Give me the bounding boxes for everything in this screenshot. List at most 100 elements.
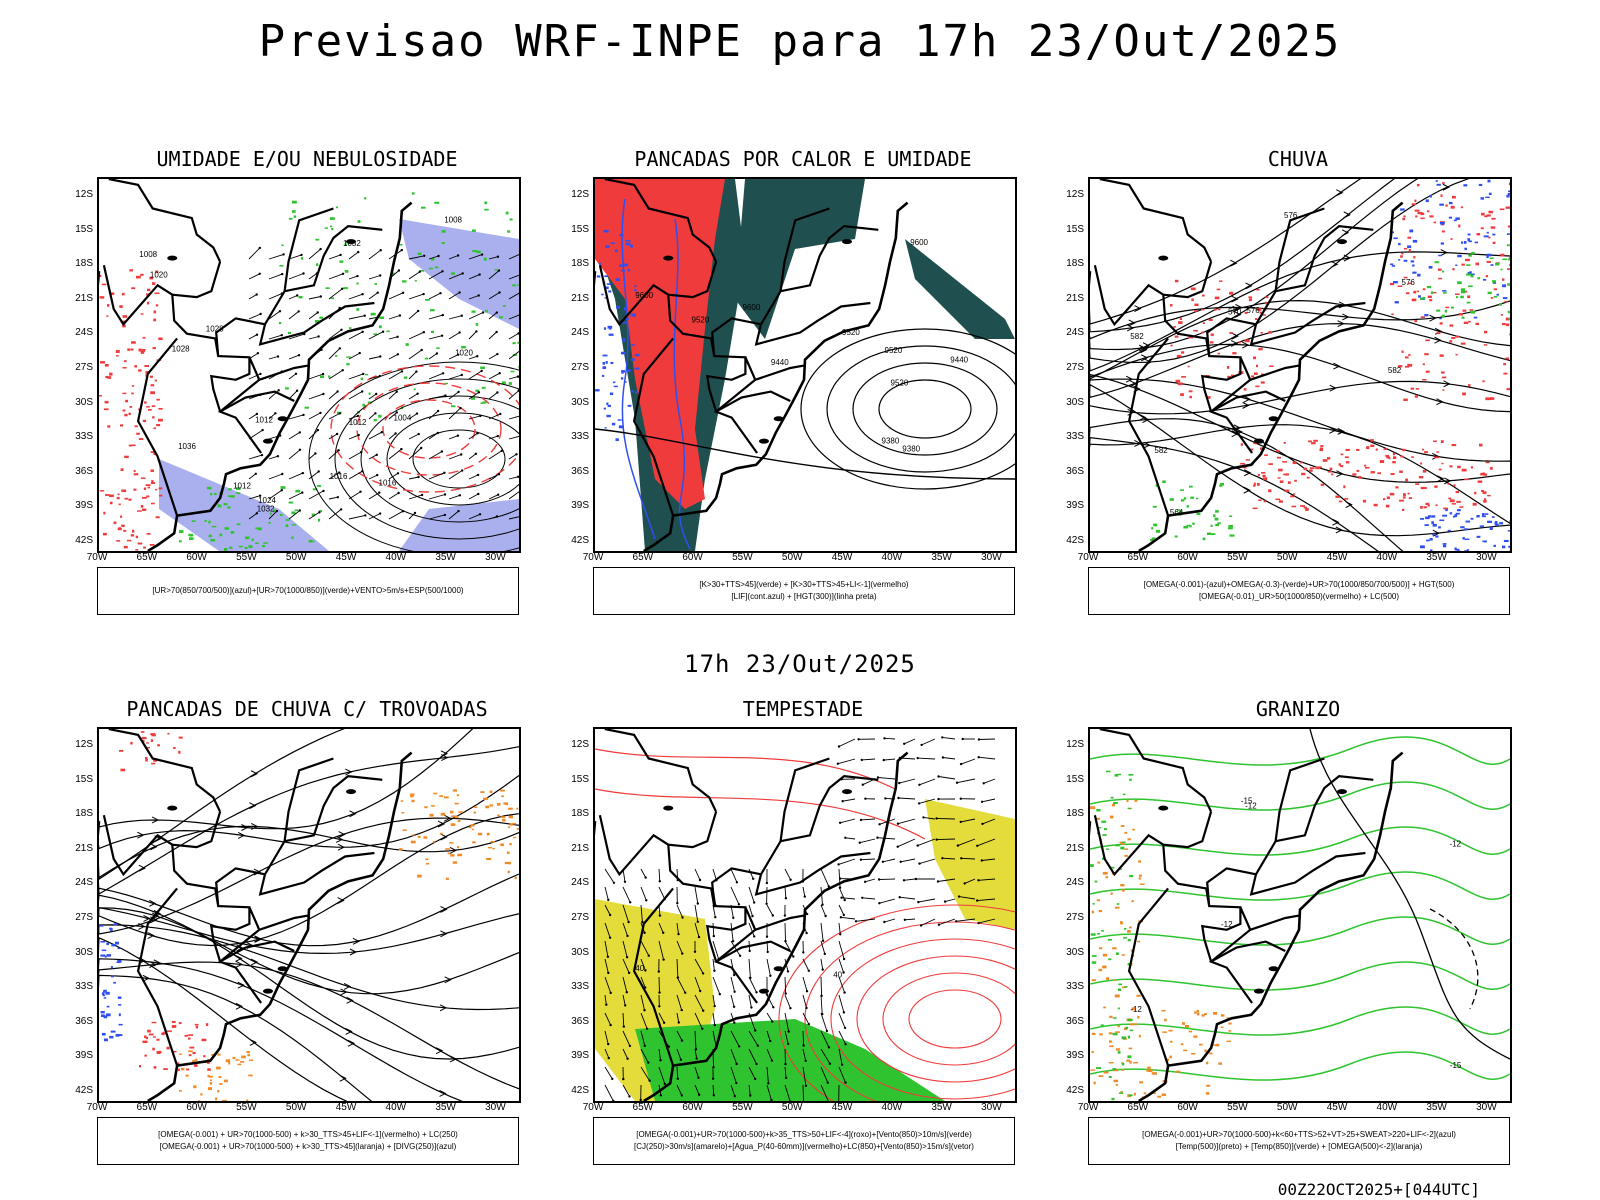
panel-title: CHUVA bbox=[1267, 147, 1329, 171]
shaded-cell bbox=[308, 539, 313, 543]
shaded-cell bbox=[156, 1051, 161, 1054]
wind-vector-head bbox=[622, 1025, 625, 1028]
shaded-cell bbox=[118, 503, 121, 506]
wind-vector bbox=[448, 374, 462, 380]
shaded-cell bbox=[1455, 296, 1459, 299]
shaded-cell bbox=[1375, 448, 1378, 451]
wind-vector bbox=[712, 1012, 716, 1026]
shaded-cell bbox=[1390, 473, 1395, 476]
streamline-arrow bbox=[1244, 469, 1252, 477]
wind-vector-head bbox=[441, 313, 444, 317]
wind-vector-head bbox=[497, 473, 501, 476]
shaded-cell bbox=[184, 1034, 189, 1037]
contour-label: 9520 bbox=[692, 316, 710, 325]
wind-vector bbox=[288, 390, 298, 400]
shaded-cell bbox=[1097, 861, 1101, 864]
isobar-contour bbox=[800, 328, 1015, 490]
contour-label: 9520 bbox=[842, 328, 860, 337]
shaded-cell bbox=[318, 510, 323, 513]
wind-vector-head bbox=[883, 737, 886, 740]
shaded-cell bbox=[1507, 258, 1510, 261]
wind-vector bbox=[640, 976, 646, 988]
shaded-cell bbox=[1253, 482, 1256, 486]
shaded-cell bbox=[181, 1067, 185, 1071]
shaded-cell bbox=[1379, 460, 1385, 463]
country-border bbox=[632, 337, 675, 516]
streamline-arrow bbox=[1436, 475, 1445, 483]
wind-vector-head bbox=[805, 931, 808, 935]
shaded-cell bbox=[179, 530, 184, 533]
shaded-cell bbox=[251, 538, 254, 542]
shaded-cell bbox=[148, 409, 152, 411]
shaded-cell bbox=[219, 533, 223, 537]
country-border bbox=[1274, 757, 1325, 842]
shaded-cell bbox=[1124, 928, 1127, 930]
wind-vector-head bbox=[896, 822, 900, 825]
shaded-cell bbox=[147, 747, 151, 749]
wind-vector-head bbox=[916, 756, 919, 760]
wind-vector bbox=[820, 940, 826, 955]
wind-vector-head bbox=[697, 1076, 700, 1079]
shaded-cell bbox=[1127, 963, 1130, 966]
wind-vector bbox=[676, 904, 683, 918]
shaded-cell bbox=[457, 853, 463, 857]
contour-label: 9600 bbox=[910, 238, 928, 247]
shower-zone-red bbox=[595, 179, 725, 509]
shaded-cell bbox=[145, 484, 151, 487]
shaded-cell bbox=[509, 218, 513, 221]
wind-vector-head bbox=[644, 969, 647, 972]
shaded-cell bbox=[156, 424, 161, 427]
shaded-cell bbox=[1213, 1011, 1218, 1015]
streamline-arrow bbox=[147, 932, 155, 939]
shaded-cell bbox=[595, 389, 600, 392]
shaded-cell bbox=[1258, 347, 1263, 351]
wind-vector bbox=[694, 1066, 699, 1078]
shaded-cell bbox=[456, 794, 459, 797]
wind-vector bbox=[488, 516, 498, 520]
wind-vector bbox=[348, 331, 363, 340]
wind-vector bbox=[658, 886, 666, 900]
streamline-arrow bbox=[345, 768, 353, 776]
country-border bbox=[108, 729, 222, 813]
shaded-cell bbox=[518, 366, 519, 368]
shaded-cell bbox=[106, 954, 112, 957]
shaded-cell bbox=[627, 268, 631, 272]
shaded-cell bbox=[1263, 477, 1268, 481]
lon-tick-label: 45W bbox=[1326, 552, 1348, 563]
wind-vector bbox=[468, 355, 478, 360]
shaded-cell bbox=[1240, 443, 1243, 446]
wind-vector-head bbox=[515, 453, 518, 456]
shaded-cell bbox=[140, 350, 145, 353]
shaded-cell bbox=[1420, 316, 1425, 318]
shaded-cell bbox=[608, 333, 614, 336]
shaded-cell bbox=[483, 257, 487, 261]
shaded-cell bbox=[1186, 524, 1191, 527]
shaded-cell bbox=[1442, 544, 1447, 548]
wind-vector bbox=[508, 254, 519, 260]
shaded-cell bbox=[177, 1068, 180, 1072]
streamline-arrow bbox=[449, 846, 458, 854]
shaded-cell bbox=[1424, 524, 1429, 526]
isobar-contour bbox=[356, 382, 502, 476]
shaded-cell bbox=[155, 270, 159, 273]
shaded-cell bbox=[195, 1025, 199, 1029]
shaded-cell bbox=[129, 406, 133, 408]
wind-vector bbox=[508, 314, 519, 320]
shower-zone-green bbox=[735, 179, 865, 339]
wind-vector bbox=[268, 310, 281, 320]
shaded-cell bbox=[1157, 1095, 1162, 1098]
shaded-cell bbox=[210, 539, 216, 542]
lon-tick-label: 50W bbox=[781, 552, 803, 563]
wind-vector bbox=[676, 994, 683, 1011]
wind-vector bbox=[328, 433, 338, 440]
shaded-cell bbox=[445, 877, 449, 880]
shaded-cell bbox=[106, 315, 109, 317]
shaded-cell bbox=[1109, 866, 1115, 869]
streamline-arrow bbox=[1343, 254, 1352, 262]
wind-vector-head bbox=[696, 902, 699, 905]
shaded-cell bbox=[1462, 537, 1465, 540]
shaded-cell bbox=[1201, 1014, 1205, 1017]
wind-vector bbox=[748, 1048, 757, 1065]
shaded-cell bbox=[374, 283, 377, 285]
shaded-cell bbox=[1480, 227, 1484, 230]
